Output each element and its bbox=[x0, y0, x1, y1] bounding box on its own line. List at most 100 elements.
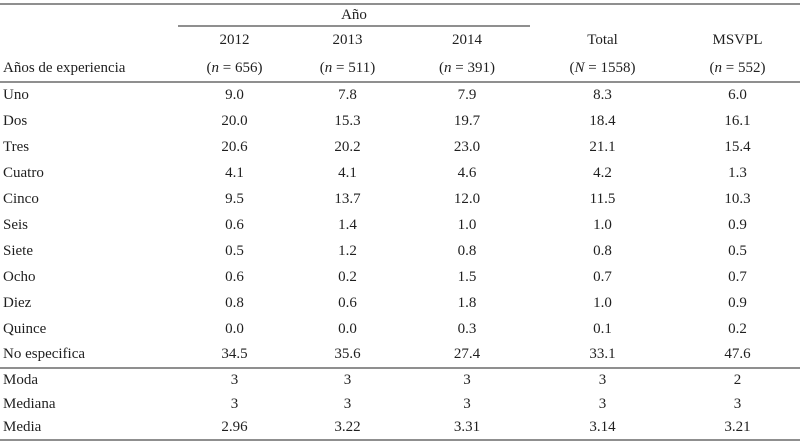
n-header-msvpl: (n = 552) bbox=[675, 54, 800, 83]
row-label: Cuatro bbox=[3, 164, 44, 181]
n-symbol: n bbox=[714, 60, 723, 76]
data-cell: 0.9 bbox=[728, 294, 747, 311]
data-cell: 15.4 bbox=[724, 138, 751, 155]
data-cell: 0.8 bbox=[593, 242, 612, 259]
col-header-total: Total bbox=[587, 31, 618, 48]
row-label: Ocho bbox=[3, 268, 36, 285]
row-label: Siete bbox=[3, 242, 33, 259]
row-label: Cinco bbox=[3, 190, 39, 207]
data-cell: 0.8 bbox=[457, 242, 477, 259]
n-header-total: (N = 1558) bbox=[530, 54, 676, 83]
data-cell: 0.7 bbox=[593, 268, 612, 285]
data-cell: 3 bbox=[178, 367, 291, 392]
data-cell: 1.5 bbox=[457, 268, 477, 285]
data-cell: 0.8 bbox=[225, 294, 244, 311]
spanner-spacer-msvpl bbox=[675, 4, 800, 26]
data-cell: 0.5 bbox=[225, 242, 244, 259]
row-label: Moda bbox=[0, 367, 178, 392]
data-cell: 3 bbox=[291, 367, 404, 392]
data-cell: 8.3 bbox=[593, 87, 612, 103]
n-header-2014: (n = 391) bbox=[404, 54, 531, 83]
row-header-label: Años de experiencia bbox=[0, 54, 178, 83]
n-prefix: ( bbox=[439, 60, 445, 76]
data-cell: 4.6 bbox=[457, 164, 477, 181]
data-cell: 3.14 bbox=[589, 419, 616, 435]
data-cell: 23.0 bbox=[453, 138, 481, 155]
data-cell: 7.8 bbox=[338, 87, 357, 103]
table-row: Siete 0.5 1.2 0.8 0.8 0.5 bbox=[0, 238, 800, 264]
n-suffix: = 511) bbox=[332, 60, 376, 76]
data-cell: 2 bbox=[675, 367, 800, 392]
data-cell: 4.1 bbox=[338, 164, 357, 181]
col-header-2014: 2014 bbox=[452, 32, 482, 48]
data-cell: 1.0 bbox=[593, 294, 612, 311]
col-header-2013: 2013 bbox=[332, 32, 363, 48]
data-cell: 1.0 bbox=[593, 216, 612, 233]
row-label: Uno bbox=[3, 87, 29, 103]
table-row: Diez 0.8 0.6 1.8 1.0 0.9 bbox=[0, 290, 800, 316]
row-label: Mediana bbox=[3, 395, 56, 412]
data-cell: 0.7 bbox=[728, 268, 747, 285]
data-cell: 3.31 bbox=[453, 419, 481, 435]
year-header-row: 2012 2013 2014 Total MSVPL bbox=[0, 26, 800, 54]
spanner-spacer-total bbox=[530, 4, 675, 26]
data-cell: 16.1 bbox=[724, 112, 751, 129]
data-cell: 9.5 bbox=[225, 190, 244, 207]
data-cell: 11.5 bbox=[589, 190, 616, 207]
data-cell: 1.2 bbox=[338, 242, 357, 259]
data-cell: 0.0 bbox=[338, 320, 357, 337]
n-symbol: N bbox=[574, 60, 585, 76]
table-row: Moda 3 3 3 3 2 bbox=[0, 367, 800, 392]
n-prefix: ( bbox=[319, 60, 325, 76]
data-cell: 7.9 bbox=[457, 87, 477, 103]
data-cell: 0.0 bbox=[225, 320, 244, 337]
n-prefix: ( bbox=[569, 60, 575, 76]
data-cell: 1.3 bbox=[728, 164, 747, 181]
data-cell: 2.96 bbox=[221, 419, 248, 435]
data-cell: 27.4 bbox=[453, 346, 481, 362]
table-row: Quince 0.0 0.0 0.3 0.1 0.2 bbox=[0, 316, 800, 342]
data-cell: 15.3 bbox=[334, 112, 361, 129]
table-row: Cinco 9.5 13.7 12.0 11.5 10.3 bbox=[0, 186, 800, 212]
row-label: Seis bbox=[3, 216, 29, 233]
data-cell: 0.6 bbox=[225, 216, 244, 233]
data-cell: 4.1 bbox=[225, 164, 244, 181]
summary-body: Moda 3 3 3 3 2 Mediana 3 3 3 3 3 Media 2.96 3.22 3.31 3.… bbox=[0, 367, 800, 440]
data-cell: 35.6 bbox=[334, 346, 361, 362]
data-cell: 3 bbox=[343, 395, 352, 412]
data-cell: 3 bbox=[530, 367, 676, 392]
data-cell: 47.6 bbox=[724, 346, 751, 362]
table-row: Uno 9.0 7.8 7.9 8.3 6.0 bbox=[0, 82, 800, 108]
data-cell: 3 bbox=[463, 395, 471, 412]
data-cell: 9.0 bbox=[225, 87, 244, 103]
n-header-row: Años de experiencia (n = 656) (n = 511) … bbox=[0, 54, 800, 83]
table-body: Uno 9.0 7.8 7.9 8.3 6.0 Dos 20.0 15.3 19.7 18.4 16.… bbox=[0, 82, 800, 368]
table-row: Tres 20.6 20.2 23.0 21.1 15.4 bbox=[0, 134, 800, 160]
data-cell: 1.0 bbox=[457, 216, 477, 233]
data-cell: 1.8 bbox=[457, 294, 477, 311]
data-cell: 0.3 bbox=[457, 320, 477, 337]
n-header-2013: (n = 511) bbox=[291, 54, 404, 83]
spanner-row: Año bbox=[0, 4, 800, 27]
table-row: Dos 20.0 15.3 19.7 18.4 16.1 bbox=[0, 108, 800, 134]
data-cell: 0.1 bbox=[593, 320, 612, 337]
data-cell: 3.21 bbox=[724, 419, 751, 435]
table-row: Ocho 0.6 0.2 1.5 0.7 0.7 bbox=[0, 264, 800, 290]
row-label: Tres bbox=[3, 138, 30, 155]
data-cell: 3 bbox=[404, 367, 531, 392]
col-header-msvpl: MSVPL bbox=[712, 31, 763, 48]
n-suffix: = 391) bbox=[451, 60, 495, 76]
row-label: No especifica bbox=[3, 346, 86, 362]
table-row: Media 2.96 3.22 3.31 3.14 3.21 bbox=[0, 416, 800, 440]
data-cell: 21.1 bbox=[589, 138, 616, 155]
data-cell: 20.0 bbox=[221, 112, 248, 129]
data-cell: 34.5 bbox=[221, 346, 248, 362]
data-cell: 12.0 bbox=[453, 190, 481, 207]
row-label: Quince bbox=[3, 320, 47, 337]
table-row: Mediana 3 3 3 3 3 bbox=[0, 392, 800, 416]
row-label: Dos bbox=[3, 112, 28, 129]
n-suffix: = 656) bbox=[219, 60, 263, 76]
data-cell: 3 bbox=[598, 395, 607, 412]
data-cell: 0.6 bbox=[338, 294, 357, 311]
data-cell: 20.6 bbox=[221, 138, 248, 155]
